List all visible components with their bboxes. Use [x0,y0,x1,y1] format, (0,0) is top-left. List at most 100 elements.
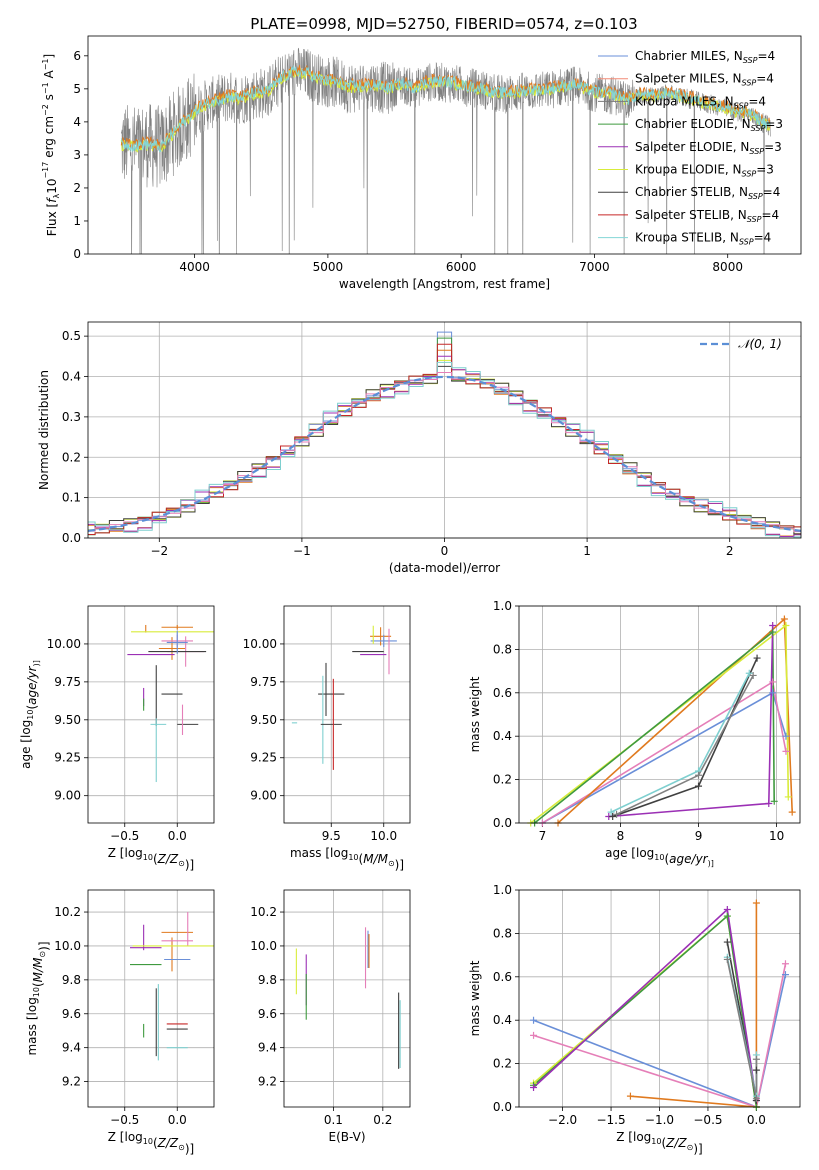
legend: 𝒩(0, 1) [700,337,782,351]
y-tick-label: 2 [73,181,81,195]
histogram-7 [88,361,801,538]
histogram-5 [88,365,801,535]
label-part: f [45,197,59,203]
weight-point [609,812,617,820]
y-tick-label: 0.0 [493,1100,512,1114]
panel-weight-Z: −2.0 −1.5 −1.0 −0.5 0.0 0.0 0.2 0.4 0.6 0.8 1.0 Z [… [468,883,801,1156]
weight-point [782,732,790,740]
x-tick-label: −1.5 [596,1113,625,1127]
weight-point [723,955,731,963]
label-part: Z/Z [665,1136,687,1150]
x-tick-label: 0.0 [747,1113,766,1127]
weight-series-8 [616,675,754,816]
weight-point [607,808,615,816]
panel-residuals: −2 −1 0 1 2 0.0 0.1 0.2 0.3 0.4 0.5 (data-model)/er… [37,321,802,575]
plot-area [88,331,801,538]
label-part: age/yr [669,852,708,866]
legend-n: =4 [756,72,774,86]
x-tick-label: 0.1 [324,1113,343,1127]
x-tick-label: 10.0 [370,829,397,843]
label-part: )] [693,1142,702,1156]
legend-label: Salpeter ELODIE, N [635,140,749,154]
x-tick-label: −0.5 [110,829,139,843]
weight-series-7 [610,672,751,813]
axes-frame [87,321,802,539]
label-part: −1 [41,82,50,94]
legend-sub: SSP [734,101,749,110]
y-tick-label: 10.2 [54,905,81,919]
histogram-8 [88,372,801,533]
label-part: erg cm [42,116,56,162]
label-part: ⊙ [388,859,395,868]
label-part: ( [31,982,45,987]
label-part: )] [37,941,51,950]
label-part: Z [log [108,846,143,860]
y-tick-label: 9.8 [258,973,277,987]
axes-frame [87,605,215,824]
y-tick-label: 0.6 [493,970,512,984]
legend-label: Chabrier STELIB, N [635,185,748,199]
weight-point [695,782,703,790]
y-tick-label: 9.4 [258,1041,277,1055]
y-axis-label: mass weight [468,676,482,752]
label-part: Z [log [108,1130,143,1144]
legend-label: Kroupa ELODIE, N [635,163,742,177]
weight-point [695,771,703,779]
label-part: )] [708,859,714,868]
label-part: Z/Z [157,1136,179,1150]
legend-label: Salpeter STELIB, N [635,208,747,222]
weight-point [752,1066,760,1074]
legend-sub: SSP [743,56,758,65]
y-tick-label: 9.50 [54,713,81,727]
y-tick-label: 10.2 [250,905,277,919]
label-part: age [log [19,720,33,769]
y-tick-label: 0.8 [493,642,512,656]
panel-mass-EBV: 0.1 0.2 9.2 9.4 9.6 9.8 10.0 10.2 E(B-V) [250,889,411,1144]
legend-label: Chabrier ELODIE, N [635,117,751,131]
x-tick-label: 10 [769,829,784,843]
legend-n: =4 [748,94,766,108]
label-part: Flux [ [45,203,59,236]
figure-title: PLATE=0998, MJD=52750, FIBERID=0574, z=0… [250,15,637,33]
x-axis-label: E(B-V) [328,1130,365,1144]
weight-point [784,793,792,801]
label-part: ( [359,852,364,866]
label-part: ⊙ [38,951,47,958]
weight-point [530,1083,538,1091]
weight-point [749,671,757,679]
x-tick-label: −0.5 [110,1113,139,1127]
label-part: M/M [363,852,388,866]
legend-n: =4 [757,49,775,63]
weight-series-6 [612,657,758,818]
y-tick-label: 0.3 [62,410,81,424]
normal-curve [88,375,801,532]
weight-series-3 [532,914,758,1107]
y-tick-label: 0.8 [493,926,512,940]
weight-point [782,622,790,630]
legend-entry: Kroupa MILES, NSSP=4 [635,94,766,110]
weight-point [752,899,760,907]
y-tick-label: 0.4 [62,370,81,384]
label-part: ( [25,705,39,710]
plot-area [120,47,771,254]
x-tick-label: 9 [695,829,703,843]
y-tick-label: 9.8 [62,973,81,987]
y-tick-label: 1.0 [493,599,512,613]
x-axis-label: wavelength [Angstrom, rest frame] [339,277,550,291]
y-tick-label: 9.50 [250,713,277,727]
y-tick-label: 0.5 [62,329,81,343]
legend-n: =4 [754,231,772,245]
weight-point [530,1031,538,1039]
weight-point [781,971,789,979]
weight-point [769,622,777,630]
legend-label: Kroupa MILES, N [635,94,734,108]
x-tick-label: 5000 [313,260,344,274]
label-part: age/yr [25,665,39,704]
y-axis-label: mass weight [468,960,482,1036]
label-part: λ [52,194,61,199]
y-tick-label: 10.00 [243,637,277,651]
legend-entry: 𝒩(0, 1) [738,337,782,351]
y-tick-label: 9.6 [62,1007,81,1021]
